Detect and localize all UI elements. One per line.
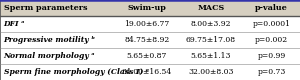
Text: 5.65±1.13: 5.65±1.13 <box>190 52 231 60</box>
Bar <box>0 48 300 64</box>
Text: 34.00±16.54: 34.00±16.54 <box>122 68 172 76</box>
Text: MACS: MACS <box>197 4 224 12</box>
Bar <box>0 16 300 32</box>
Text: p=0.002: p=0.002 <box>255 36 288 44</box>
Text: 8.00±3.92: 8.00±3.92 <box>190 20 231 28</box>
Text: 19.00±6.77: 19.00±6.77 <box>124 20 170 28</box>
Text: Sperm parameters: Sperm parameters <box>4 4 87 12</box>
Text: Sperm fine morphology (Class I) ᵃ: Sperm fine morphology (Class I) ᵃ <box>4 68 148 76</box>
Text: p=0.0001: p=0.0001 <box>253 20 290 28</box>
Text: p-value: p-value <box>255 4 288 12</box>
Text: Normal morphology ᵃ: Normal morphology ᵃ <box>4 52 95 60</box>
Text: DFI ᵃ: DFI ᵃ <box>4 20 25 28</box>
Text: Progressive motility ᵇ: Progressive motility ᵇ <box>4 36 96 44</box>
Text: p=0.73: p=0.73 <box>257 68 286 76</box>
Text: 69.75±17.08: 69.75±17.08 <box>186 36 236 44</box>
Text: p=0.99: p=0.99 <box>257 52 286 60</box>
Bar <box>0 0 300 16</box>
Text: 5.65±0.87: 5.65±0.87 <box>127 52 167 60</box>
Bar <box>0 32 300 48</box>
Text: 84.75±8.92: 84.75±8.92 <box>124 36 170 44</box>
Bar <box>0 64 300 80</box>
Text: 32.00±8.03: 32.00±8.03 <box>188 68 233 76</box>
Text: Swim-up: Swim-up <box>128 4 167 12</box>
